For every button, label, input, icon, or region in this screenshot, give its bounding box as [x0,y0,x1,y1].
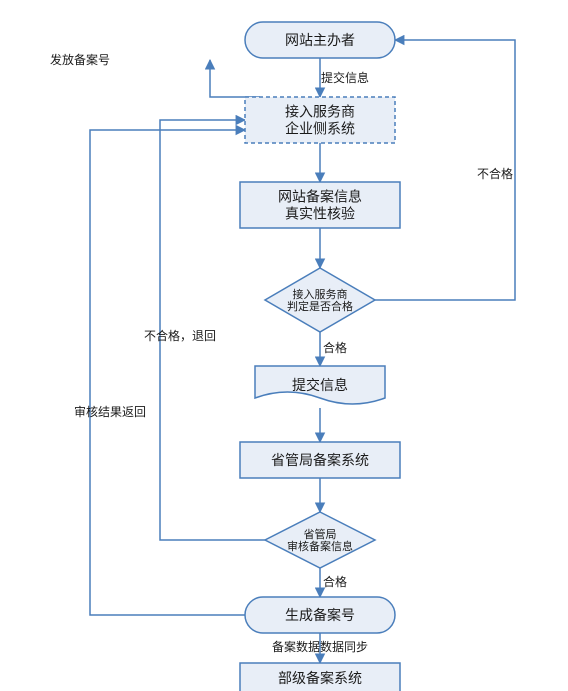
node-label: 提交信息 [292,377,348,394]
node-label: 企业侧系统 [285,121,355,138]
edge-label: 合格 [323,340,347,355]
flow-edge [210,60,260,97]
node-label: 真实性核验 [285,207,355,223]
edge-label: 备案数据数据同步 [272,639,368,654]
node-label: 判定是否合格 [287,299,353,313]
edge-label: 不合格 [477,166,513,181]
flow-edge [90,130,245,615]
edge-label: 合格 [323,574,347,589]
node-label: 部级备案系统 [278,670,362,687]
node-label: 网站主办者 [285,33,355,49]
edge-label: 审核结果返回 [74,404,146,419]
edge-label: 提交信息 [321,70,369,85]
node-label: 审核备案信息 [287,539,353,553]
node-label: 生成备案号 [285,607,355,624]
node-label: 接入服务商 [285,104,355,121]
edge-label: 不合格，退回 [144,328,216,343]
edge-label: 发放备案号 [50,52,110,67]
node-label: 接入服务商 [293,287,348,301]
node-label: 省管局备案系统 [271,452,369,469]
node-label: 网站备案信息 [278,189,362,206]
node-label: 省管局 [304,527,337,541]
